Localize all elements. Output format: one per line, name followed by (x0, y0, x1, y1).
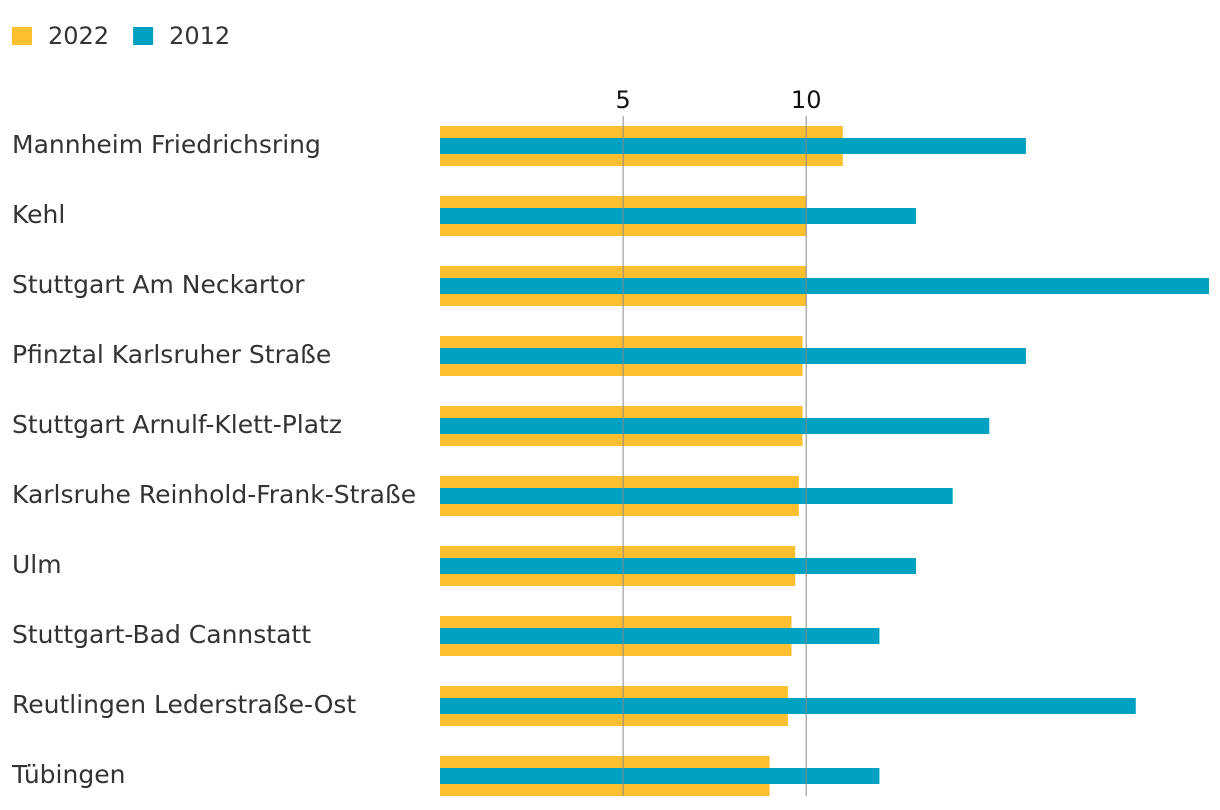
category-label: Stuttgart-Bad Cannstatt (12, 620, 311, 649)
category-label: Stuttgart Am Neckartor (12, 270, 305, 299)
category-label: Pfinztal Karlsruher Straße (12, 340, 331, 369)
x-tick-label: 10 (791, 86, 822, 114)
category-label: Karlsruhe Reinhold-Frank-Straße (12, 480, 416, 509)
legend-swatch (133, 27, 154, 45)
legend-label: 2012 (169, 22, 230, 50)
bar (440, 628, 880, 644)
legend-swatch (12, 27, 32, 45)
category-label: Reutlingen Lederstraße-Ost (12, 690, 356, 719)
category-label: Kehl (12, 200, 65, 229)
bar (440, 488, 953, 504)
legend-label: 2022 (48, 22, 109, 50)
category-label: Mannheim Friedrichsring (12, 130, 321, 159)
bar (440, 348, 1026, 364)
bar (440, 138, 1026, 154)
category-label: Ulm (12, 550, 62, 579)
bar (440, 698, 1136, 714)
bar (440, 768, 880, 784)
bar (440, 418, 990, 434)
x-tick-label: 5 (615, 86, 630, 114)
bar (440, 558, 917, 574)
bar (440, 278, 1210, 294)
category-label: Tübingen (11, 760, 125, 789)
category-label: Stuttgart Arnulf-Klett-Platz (12, 410, 342, 439)
bar (440, 208, 917, 224)
